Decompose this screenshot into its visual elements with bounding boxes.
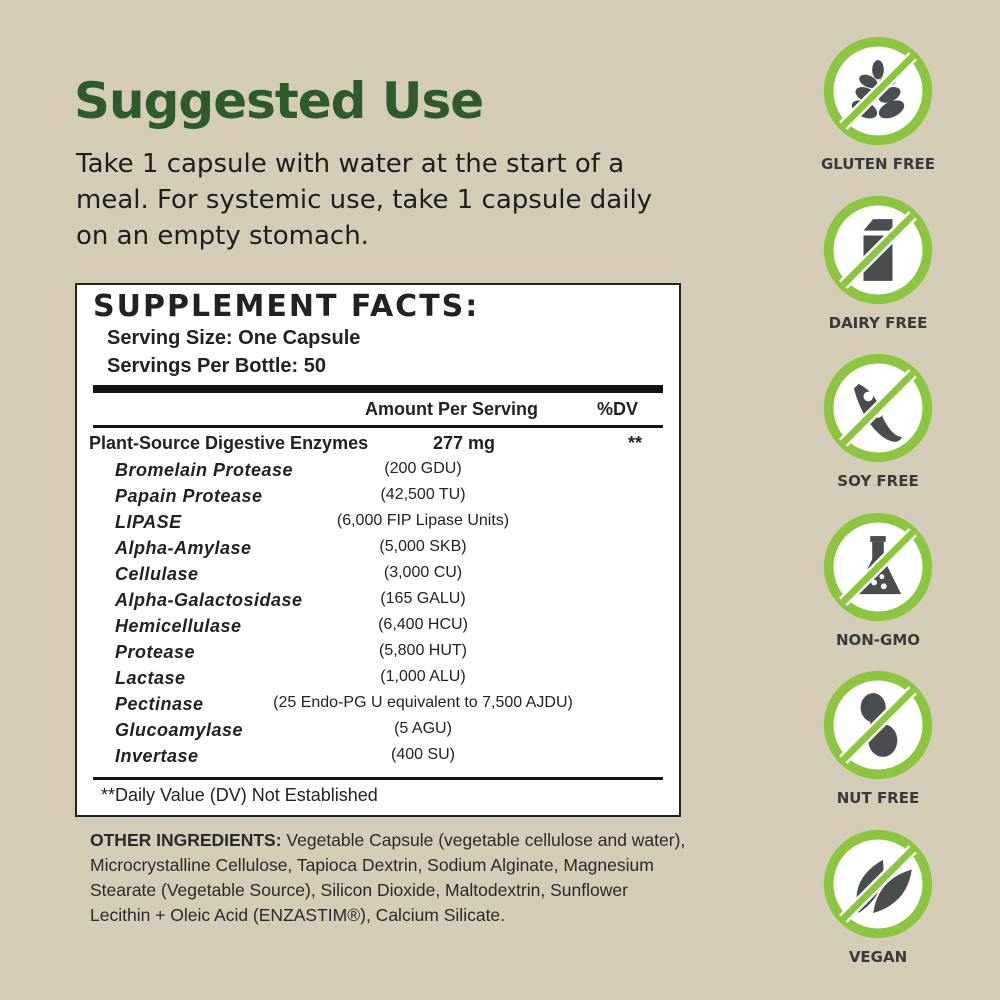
suggested-use-text: Take 1 capsule with water at the start o…: [76, 149, 653, 251]
suggested-use-title: Suggested Use: [74, 72, 484, 130]
main-row: Plant-Source Digestive Enzymes 277 mg **: [89, 433, 663, 459]
ingredient-name: Hemicellulase: [115, 616, 242, 636]
badge-soy-free: SOY FREE: [818, 350, 938, 490]
ingredient-name: Invertase: [115, 746, 199, 766]
badge-label: SOY FREE: [837, 472, 919, 490]
ingredient-row: LIPASE (6,000 FIP Lipase Units): [93, 512, 663, 538]
badge-non-gmo: NON-GMO: [818, 509, 938, 649]
ingredient-row: Papain Protease (42,500 TU): [93, 486, 663, 512]
supplement-facts-panel: SUPPLEMENT FACTS: Serving Size: One Caps…: [75, 283, 681, 817]
ingredient-row: Bromelain Protease (200 GDU): [93, 460, 663, 486]
badge-label: NUT FREE: [836, 789, 920, 807]
other-ingredients-label: OTHER INGREDIENTS:: [90, 830, 282, 850]
ingredient-name: Alpha-Amylase: [115, 538, 252, 558]
badge-nut-free: NUT FREE: [818, 667, 938, 807]
ingredient-amount: (165 GALU): [380, 590, 466, 607]
ingredient-amount: (400 SU): [390, 746, 456, 763]
divider: [93, 385, 663, 393]
serving-size: Serving Size: One Capsule: [107, 327, 361, 349]
amount-header: Amount Per Serving: [365, 399, 539, 419]
ingredient-name: Protease: [115, 642, 196, 662]
ingredient-name: Papain Protease: [115, 486, 263, 506]
main-dv: **: [628, 433, 643, 453]
peanut-icon: [823, 670, 933, 780]
ingredient-row: Cellulase (3,000 CU): [93, 564, 663, 590]
footnote: **Daily Value (DV) Not Established: [101, 785, 378, 805]
badge-label: GLUTEN FREE: [820, 155, 936, 173]
badge-label: NON-GMO: [835, 630, 921, 649]
ingredient-name: Lactase: [115, 668, 186, 688]
ingredient-name: Alpha-Galactosidase: [115, 590, 303, 610]
ingredient-amount: (6,000 FIP Lipase Units): [336, 512, 510, 529]
badge-label: VEGAN: [848, 947, 908, 966]
leaf-icon: [823, 829, 933, 938]
ingredient-row: Alpha-Galactosidase (165 GALU): [93, 590, 663, 616]
servings-per-bottle: Servings Per Bottle: 50: [107, 355, 326, 377]
ingredient-amount: (5,000 SKB): [379, 538, 467, 555]
ingredient-row: Protease (5,800 HUT): [93, 642, 663, 668]
ingredient-row: Hemicellulase (6,400 HCU): [93, 616, 663, 642]
ingredient-amount: (5 AGU): [394, 720, 452, 737]
main-amount: 277 mg: [433, 433, 496, 453]
dv-header: %DV: [597, 399, 639, 419]
ingredient-amount: (3,000 CU): [383, 564, 463, 581]
main-name: Plant-Source Digestive Enzymes: [89, 433, 369, 453]
ingredient-row: Lactase (1,000 ALU): [93, 668, 663, 694]
ingredient-amount: (1,000 ALU): [380, 668, 466, 685]
ingredient-name: Glucoamylase: [115, 720, 244, 740]
ingredient-name: Cellulase: [115, 564, 199, 584]
ingredient-amount: (42,500 TU): [380, 486, 466, 503]
milk-carton-icon: [823, 195, 933, 304]
ingredient-row: Glucoamylase (5 AGU): [93, 720, 663, 746]
badge-label: DAIRY FREE: [828, 313, 928, 332]
ingredient-name: LIPASE: [115, 512, 182, 532]
ingredient-name: Pectinase: [115, 694, 204, 714]
ingredient-name: Bromelain Protease: [115, 460, 294, 480]
ingredient-row: Invertase (400 SU): [93, 746, 663, 772]
supplement-facts-title: SUPPLEMENT FACTS:: [93, 289, 480, 324]
badge-gluten-free: GLUTEN FREE: [818, 33, 938, 173]
other-ingredients: OTHER INGREDIENTS: Vegetable Capsule (ve…: [90, 828, 690, 928]
wheat-icon: [823, 36, 933, 146]
divider: [93, 425, 663, 428]
ingredient-amount: (25 Endo-PG U equivalent to 7,500 AJDU): [273, 694, 573, 711]
flask-icon: [823, 512, 933, 621]
badge-vegan: VEGAN: [818, 826, 938, 966]
other-ingredients-text: Vegetable Capsule (vegetable cellulose a…: [90, 830, 686, 925]
ingredient-row: Alpha-Amylase (5,000 SKB): [93, 538, 663, 564]
ingredient-amount: (200 GDU): [384, 460, 462, 477]
ingredient-amount: (6,400 HCU): [378, 616, 468, 633]
soybean-icon: [823, 353, 933, 463]
ingredient-row: Pectinase (25 Endo-PG U equivalent to 7,5…: [93, 694, 663, 720]
badge-dairy-free: DAIRY FREE: [818, 192, 938, 332]
ingredient-amount: (5,800 HUT): [378, 642, 468, 659]
divider: [93, 777, 663, 780]
